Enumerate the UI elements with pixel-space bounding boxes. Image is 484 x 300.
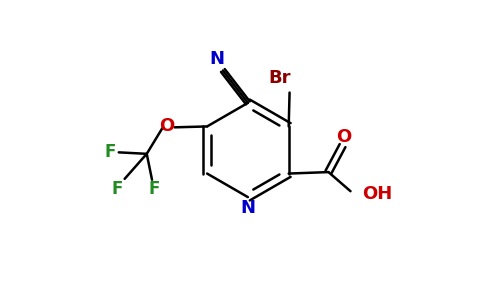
Text: F: F (104, 143, 116, 161)
Text: Br: Br (268, 69, 290, 87)
Text: F: F (112, 180, 123, 198)
Text: O: O (336, 128, 352, 146)
Text: N: N (210, 50, 225, 68)
Text: N: N (241, 199, 256, 217)
Text: O: O (159, 117, 174, 135)
Text: OH: OH (363, 185, 393, 203)
Text: F: F (149, 180, 160, 198)
